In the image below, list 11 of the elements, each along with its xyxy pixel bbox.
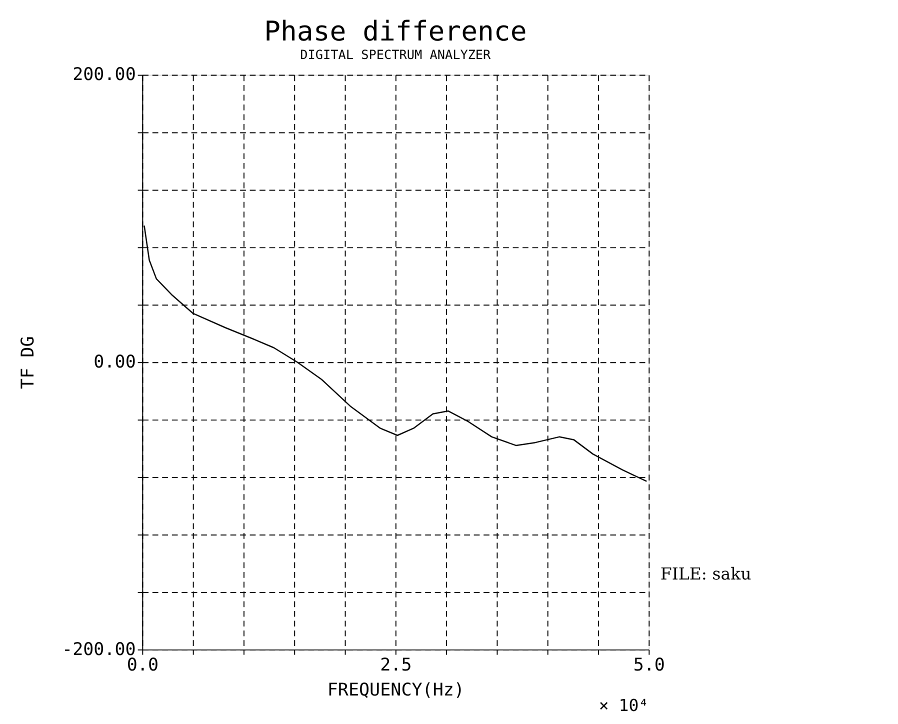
chart-title: Phase difference [264,16,527,48]
chart-subtitle: DIGITAL SPECTRUM ANALYZER [300,47,492,62]
text: FILE: saku [660,564,752,584]
y-tick-label: 0.00 [94,352,136,372]
x-axis-title: FREQUENCY(Hz) [327,680,464,701]
y-axis-title: TF DG [18,336,39,389]
x-tick-label: 5.0 [633,655,665,676]
x-tick-label: 2.5 [380,655,412,676]
x-tick-label: 0.0 [126,655,159,676]
y-tick-label: 200.00 [72,65,136,86]
text: × 10⁴ [598,696,649,715]
